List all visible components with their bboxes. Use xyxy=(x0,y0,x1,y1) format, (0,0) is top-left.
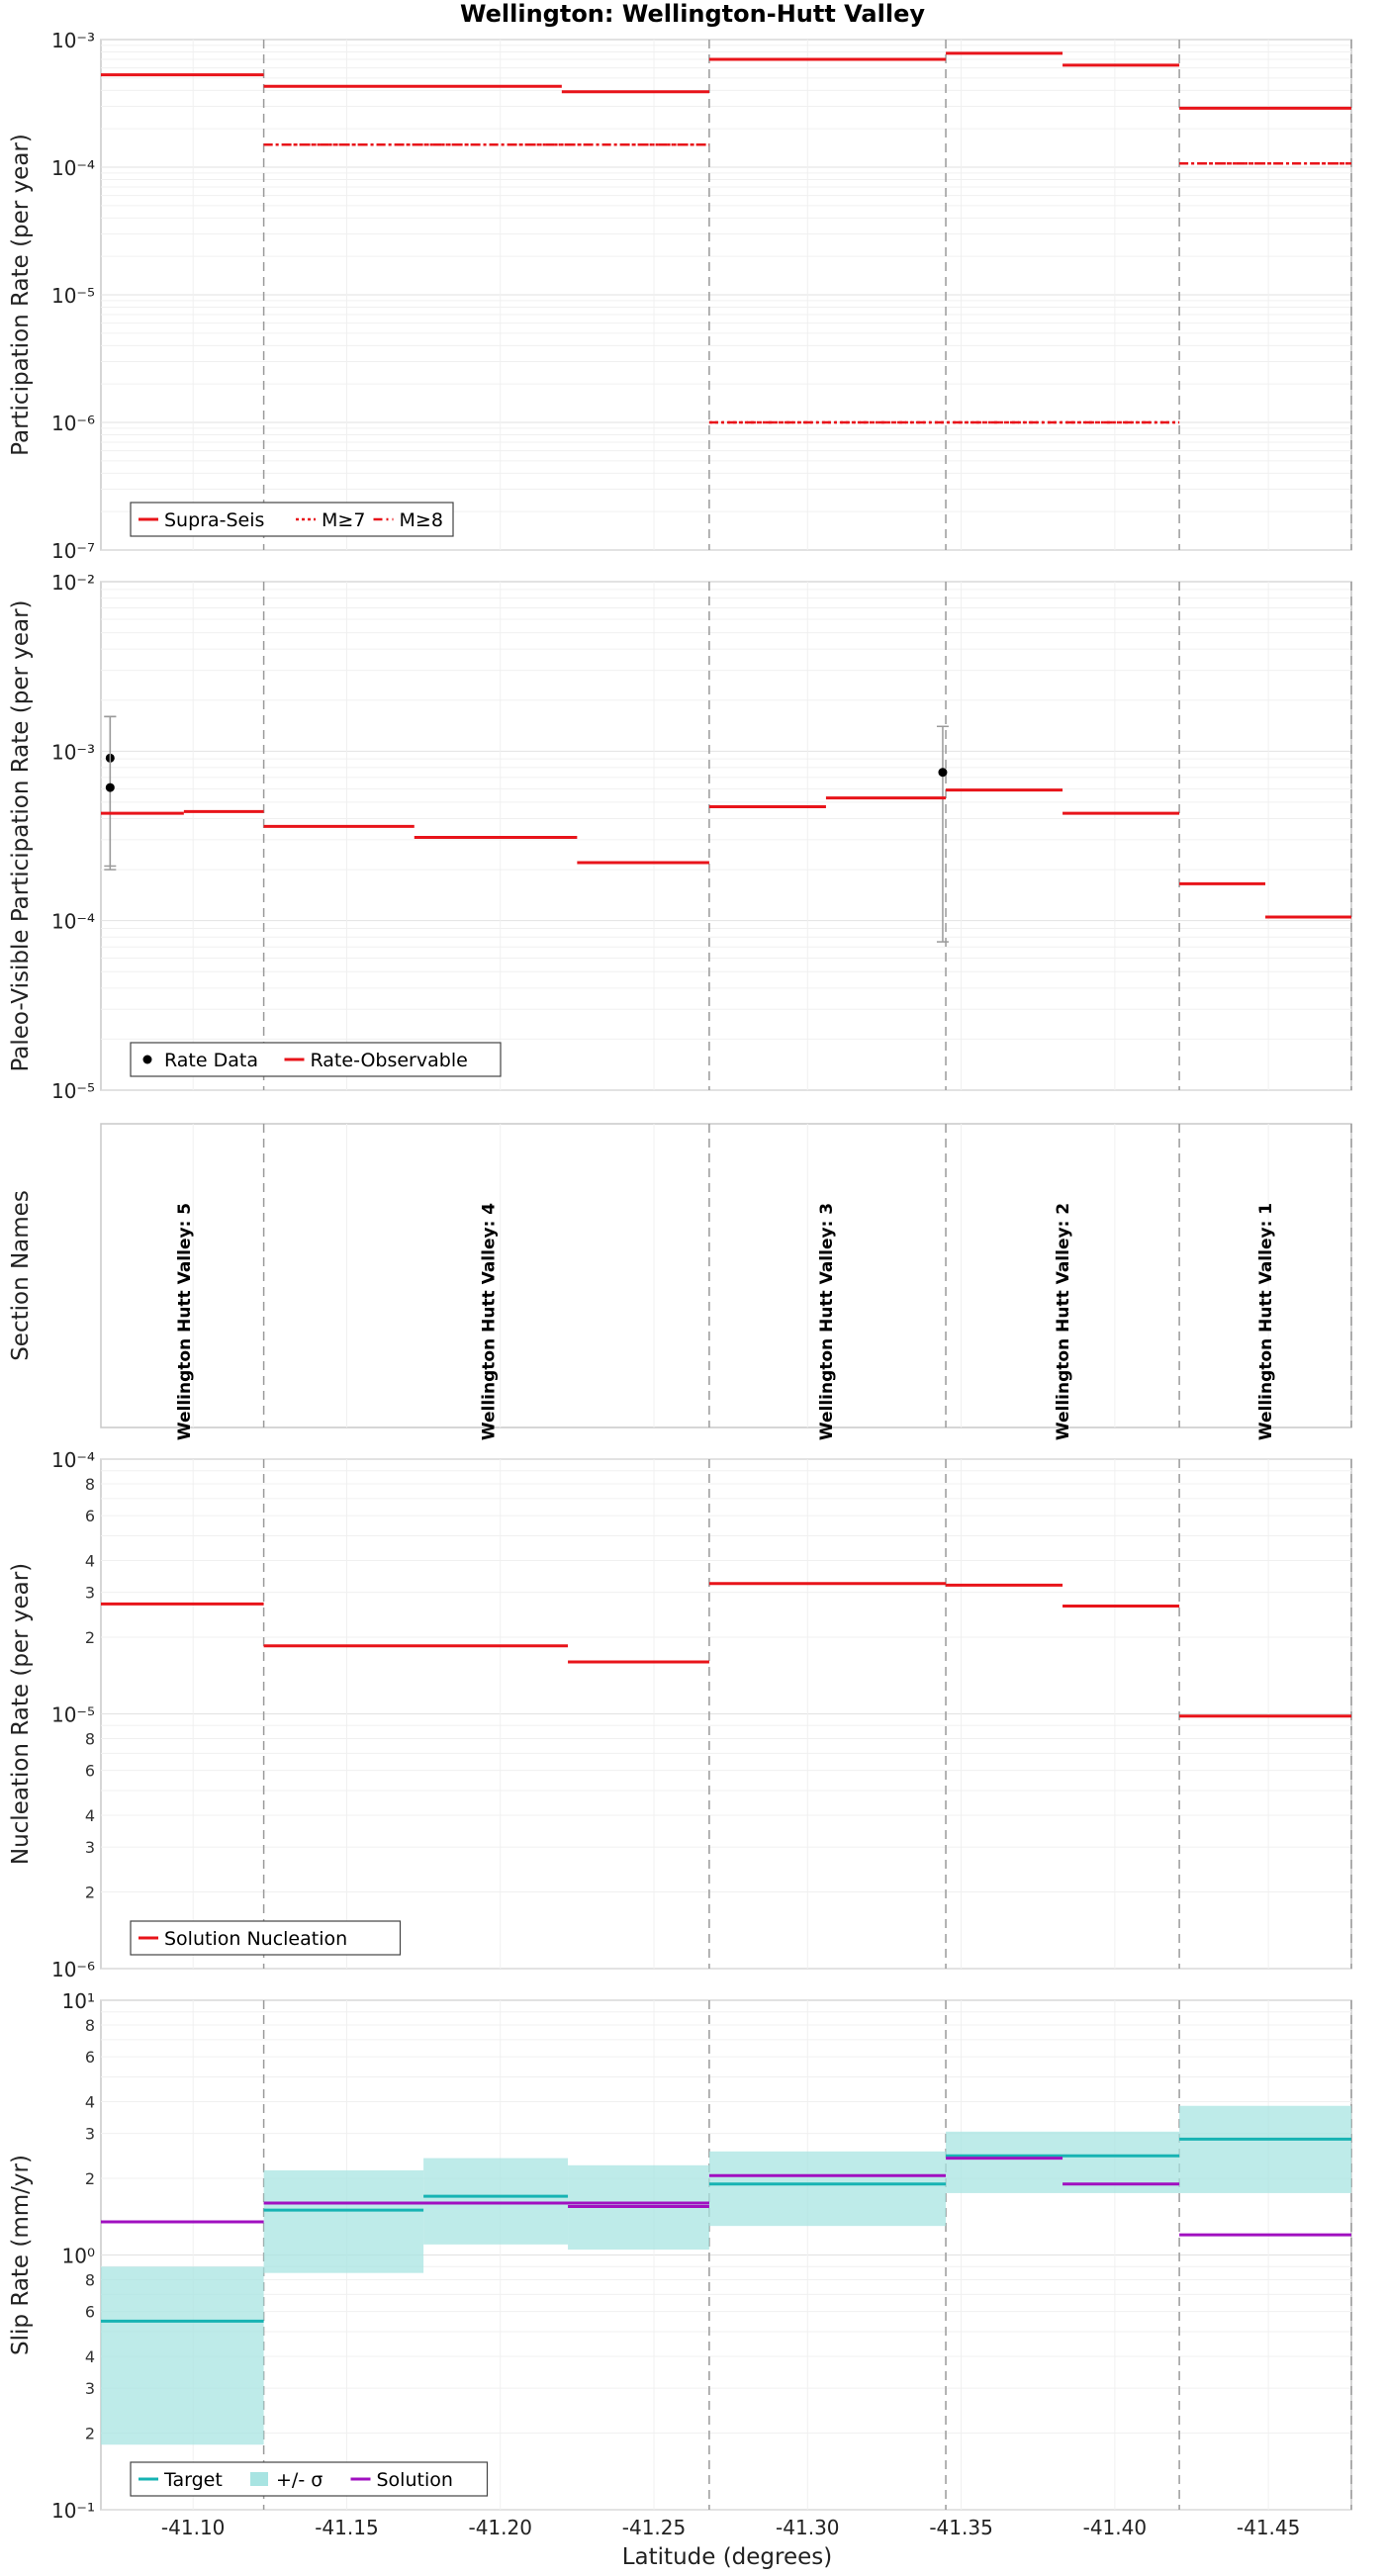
y-minor-tick-label: 8 xyxy=(85,1475,95,1494)
y-minor-tick-label: 3 xyxy=(85,1584,95,1603)
y-axis-label: Slip Rate (mm/yr) xyxy=(8,2155,34,2355)
y-axis-label: Section Names xyxy=(8,1190,34,1361)
y-tick-label: 10¹ xyxy=(62,1989,95,2013)
y-axis-label: Participation Rate (per year) xyxy=(8,134,34,456)
y-tick-label: 10⁻⁴ xyxy=(51,156,95,180)
legend-label: Rate-Observable xyxy=(311,1050,468,1071)
sigma-band xyxy=(263,2169,424,2273)
legend-label: Supra-Seis xyxy=(164,509,264,531)
y-minor-tick-label: 6 xyxy=(85,1507,95,1525)
panel-sections: Section Names Wellington Hutt Valley: 5 We… xyxy=(8,1123,1352,1440)
x-tick-label: -41.25 xyxy=(622,2516,686,2539)
panel-nucleation: 10⁻⁶ 2 3 4 6 8 10⁻⁵ 2 3 4 6 8 10⁻⁴ Nucleation Rate (p… xyxy=(8,1448,1352,1981)
y-axis-label: Paleo-Visible Participation Rate (per ye… xyxy=(8,599,34,1071)
legend: Target +/- σ Solution xyxy=(130,2461,489,2497)
panel-slip: 10⁻¹ 2 3 4 6 8 10⁰ 2 3 4 6 8 10¹ Slip Rate (mm/yr) Tar… xyxy=(8,1989,1352,2523)
plot-frame xyxy=(100,581,1352,1091)
legend: Rate Data Rate-Observable xyxy=(130,1042,502,1077)
section-label: Wellington Hutt Valley: 5 xyxy=(175,1203,195,1440)
x-tick-label: -41.30 xyxy=(776,2516,839,2539)
y-tick-label: 10⁻⁴ xyxy=(51,1448,95,1472)
x-tick-label: -41.20 xyxy=(468,2516,531,2539)
y-minor-tick-label: 4 xyxy=(85,1551,95,1570)
y-tick-label: 10⁻⁷ xyxy=(51,539,95,563)
section-label: Wellington Hutt Valley: 4 xyxy=(479,1203,499,1440)
y-tick-label: 10⁻⁵ xyxy=(51,284,95,308)
legend: Solution Nucleation xyxy=(130,1920,402,1956)
y-minor-tick-label: 2 xyxy=(85,1628,95,1647)
y-minor-tick-label: 3 xyxy=(85,1838,95,1857)
y-tick-label: 10⁻⁶ xyxy=(51,1958,95,1981)
chart-title: Wellington: Wellington-Hutt Valley xyxy=(460,0,925,28)
section-label: Wellington Hutt Valley: 3 xyxy=(817,1203,837,1440)
plot-frame xyxy=(100,1123,1352,1428)
y-tick-label: 10⁻¹ xyxy=(51,2499,95,2523)
y-minor-tick-label: 6 xyxy=(85,2303,95,2322)
y-minor-tick-label: 2 xyxy=(85,2169,95,2188)
y-tick-label: 10⁻⁵ xyxy=(51,1079,95,1103)
legend-label: Rate Data xyxy=(164,1050,258,1071)
panel-paleo: 10⁻⁵ 10⁻⁴ 10⁻³ 10⁻² Paleo-Visible Participat… xyxy=(8,571,1352,1103)
y-minor-tick-label: 8 xyxy=(85,2270,95,2289)
legend-box xyxy=(130,2461,489,2497)
y-minor-tick-label: 3 xyxy=(85,2125,95,2144)
y-minor-tick-label: 8 xyxy=(85,1729,95,1748)
legend-box xyxy=(130,1920,402,1956)
section-label: Wellington Hutt Valley: 2 xyxy=(1054,1203,1073,1440)
y-axis-label: Nucleation Rate (per year) xyxy=(8,1563,34,1865)
y-tick-label: 10⁻² xyxy=(51,571,95,595)
y-minor-tick-label: 4 xyxy=(85,2092,95,2111)
x-tick-label: -41.45 xyxy=(1237,2516,1300,2539)
sigma-band xyxy=(101,2266,264,2445)
y-minor-tick-label: 6 xyxy=(85,1762,95,1781)
x-tick-label: -41.40 xyxy=(1083,2516,1147,2539)
rate-data-point xyxy=(938,768,948,778)
y-minor-tick-label: 6 xyxy=(85,2048,95,2067)
legend: Supra-Seis M≥7 M≥8 xyxy=(130,502,454,537)
y-tick-label: 10⁻⁶ xyxy=(51,412,95,435)
legend-label: Solution xyxy=(377,2469,453,2491)
legend-box xyxy=(130,1042,502,1077)
y-minor-tick-label: 4 xyxy=(85,1806,95,1825)
x-tick-label: -41.15 xyxy=(315,2516,378,2539)
sigma-band xyxy=(1179,2105,1351,2193)
legend-label: Solution Nucleation xyxy=(164,1928,347,1950)
panel-participation: 10⁻⁷ 10⁻⁶ 10⁻⁵ 10⁻⁴ 10⁻³ Participation Rate (… xyxy=(8,29,1352,563)
legend-label: M≥8 xyxy=(400,509,443,531)
y-tick-label: 10⁰ xyxy=(62,2245,95,2268)
y-tick-label: 10⁻⁵ xyxy=(51,1703,95,1727)
x-axis-label: Latitude (degrees) xyxy=(622,2544,833,2570)
x-tick-label: -41.10 xyxy=(161,2516,225,2539)
legend-marker xyxy=(250,2472,268,2486)
y-minor-tick-label: 4 xyxy=(85,2347,95,2366)
legend-label: +/- σ xyxy=(276,2469,323,2491)
x-tick-label: -41.35 xyxy=(929,2516,992,2539)
y-tick-label: 10⁻³ xyxy=(51,29,95,52)
y-tick-label: 10⁻³ xyxy=(51,740,95,764)
legend-label: M≥7 xyxy=(322,509,365,531)
legend-box xyxy=(130,502,454,537)
y-minor-tick-label: 2 xyxy=(85,1883,95,1901)
sigma-band xyxy=(423,2158,569,2245)
rate-data-point xyxy=(105,782,115,792)
y-minor-tick-label: 3 xyxy=(85,2379,95,2398)
y-minor-tick-label: 8 xyxy=(85,2016,95,2035)
sigma-band xyxy=(708,2151,947,2227)
legend-label: Target xyxy=(163,2469,223,2491)
legend-marker xyxy=(142,1055,152,1064)
y-minor-tick-label: 2 xyxy=(85,2424,95,2442)
section-label: Wellington Hutt Valley: 1 xyxy=(1256,1203,1276,1440)
y-tick-label: 10⁻⁴ xyxy=(51,910,95,934)
